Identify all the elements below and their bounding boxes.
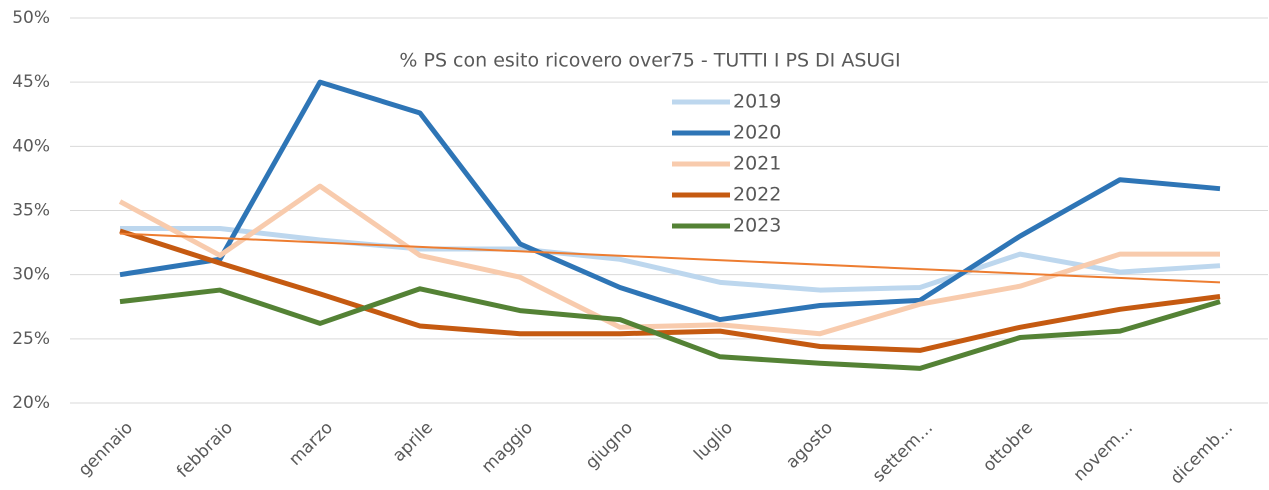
- series-line: [119, 228, 1221, 353]
- series-line: [119, 286, 1221, 371]
- x-tick-label: ottobre: [979, 418, 1037, 476]
- x-tick-label: dicemb…: [1167, 418, 1237, 488]
- y-tick-label: 50%: [12, 8, 50, 28]
- legend-label: 2019: [733, 91, 781, 113]
- x-tick-label: novem…: [1070, 418, 1137, 485]
- y-tick-label: 35%: [12, 201, 50, 221]
- y-tick-label: 40%: [12, 136, 50, 156]
- y-tick-label: 30%: [12, 265, 50, 285]
- y-tick-label: 25%: [12, 329, 50, 349]
- y-tick-label: 20%: [12, 393, 50, 413]
- y-tick-label: 45%: [12, 72, 50, 92]
- series-line: [118, 183, 1220, 337]
- legend-label: 2023: [733, 215, 781, 237]
- x-tick-label: marzo: [285, 418, 337, 470]
- legend-label: 2022: [733, 184, 781, 206]
- x-tick-label: luglio: [690, 418, 737, 465]
- x-tick-label: giugno: [582, 418, 637, 473]
- x-tick-label: febbraio: [173, 418, 237, 482]
- x-tick-label: gennaio: [75, 418, 137, 480]
- x-tick-label: maggio: [478, 418, 537, 477]
- series-line: [119, 79, 1221, 323]
- series-line: [120, 225, 1221, 293]
- x-tick-label: aprile: [389, 418, 437, 466]
- legend-label: 2020: [733, 122, 781, 144]
- x-tick-label: settem…: [869, 418, 937, 486]
- trend-line: [119, 232, 1221, 284]
- chart-title: % PS con esito ricovero over75 - TUTTI I…: [399, 50, 900, 72]
- x-tick-label: agosto: [782, 418, 837, 473]
- legend-label: 2021: [733, 153, 781, 175]
